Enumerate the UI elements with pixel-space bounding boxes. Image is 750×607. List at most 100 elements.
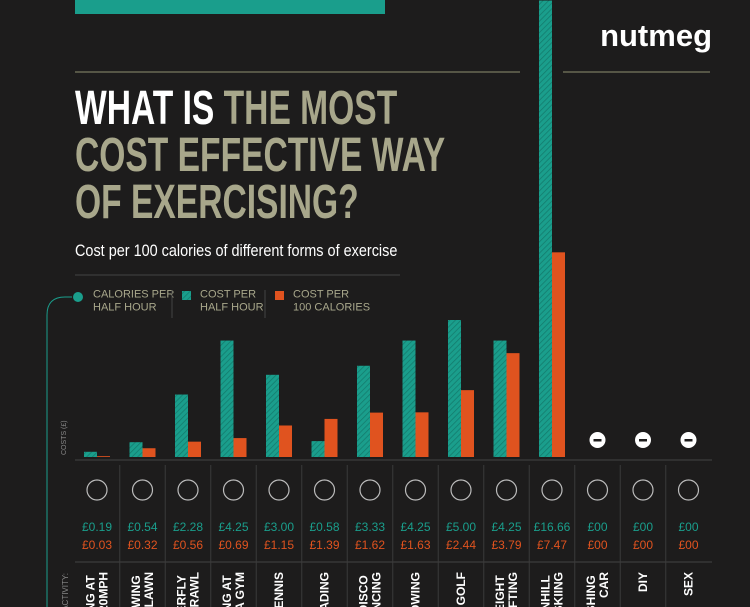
activity-icon <box>404 479 427 501</box>
category: ING AT 20MPH <box>84 572 111 607</box>
bar <box>142 448 156 457</box>
x-tick-label: SEX <box>682 572 696 596</box>
brand: nutmeg <box>600 18 712 53</box>
activity-icon <box>541 479 563 501</box>
activity-icon <box>677 479 700 501</box>
value-label: £0.58 <box>309 520 339 534</box>
x-tick-label: WNHILL SKIING <box>539 572 566 607</box>
category: WEIGHT IFTING <box>493 572 520 607</box>
activity-icon <box>268 479 290 501</box>
activity-icon <box>359 479 381 501</box>
title-line: COST EFFECTIVE WAY <box>75 127 445 181</box>
bar <box>357 365 370 457</box>
value-label: £4.25 <box>491 520 521 534</box>
value-label: £2.28 <box>173 520 203 534</box>
x-tick-label: ASHING CAR <box>584 572 611 607</box>
value-label: £0.56 <box>173 538 203 552</box>
bar <box>493 340 507 457</box>
category: OWING <box>409 572 423 607</box>
header-bar <box>75 0 385 14</box>
bar <box>233 438 247 457</box>
activity-icon <box>313 479 336 501</box>
value-label: £7.47 <box>537 538 567 552</box>
activity-icon <box>495 479 518 501</box>
value-label: £3.79 <box>491 538 521 552</box>
value-label: £4.25 <box>218 520 248 534</box>
y-axis-label: COSTS (£) <box>61 420 68 455</box>
x-tick-label: OWING <box>409 572 423 607</box>
subtitle: Cost per 100 calories of different forms… <box>75 242 398 260</box>
value-label: £0.32 <box>127 538 157 552</box>
bar <box>279 425 292 457</box>
value-label: £1.62 <box>355 538 385 552</box>
value-label: £00 <box>633 538 653 552</box>
bar <box>129 442 143 457</box>
category: ADING <box>318 572 332 607</box>
activity-icon <box>86 479 108 501</box>
category: TENNIS <box>272 572 286 607</box>
zero-icon-dash <box>593 439 602 442</box>
value-label: £00 <box>633 520 653 534</box>
bar <box>84 451 97 457</box>
bar <box>552 252 565 457</box>
value-label: £0.69 <box>218 538 248 552</box>
value-label: £5.00 <box>446 520 476 534</box>
value-label: £4.25 <box>400 520 430 534</box>
x-tick-label: TERFLY CRAWL <box>175 572 202 607</box>
title-part: OF EXERCISING? <box>75 174 359 228</box>
title-part: WHAT IS <box>75 80 214 134</box>
value-label: £1.63 <box>400 538 430 552</box>
bar <box>324 418 338 457</box>
category: DIY <box>636 572 650 592</box>
bar <box>402 340 416 457</box>
bar <box>461 390 474 457</box>
x-tick-label: TENNIS <box>272 572 286 607</box>
bar <box>370 412 383 457</box>
value-label: £0.54 <box>127 520 157 534</box>
category: ASHING CAR <box>584 572 611 607</box>
activity-icon <box>586 479 609 501</box>
title-part: COST EFFECTIVE WAY <box>75 127 445 181</box>
title-line: OF EXERCISING? <box>75 174 359 228</box>
zero-icon-dash <box>639 439 647 442</box>
category: ING AT A GYM <box>220 572 247 607</box>
value-label: £00 <box>678 538 698 552</box>
bar <box>175 394 188 457</box>
bar <box>448 320 461 457</box>
value-label: £00 <box>678 520 698 534</box>
legend-swatch <box>182 291 191 300</box>
x-tick-label: ADING <box>318 572 332 607</box>
bar <box>539 0 552 458</box>
value-label: £3.00 <box>264 520 294 534</box>
value-label: £0.19 <box>82 520 112 534</box>
legend-swatch <box>275 291 284 300</box>
activity-icon <box>450 479 472 501</box>
value-label: £2.44 <box>446 538 476 552</box>
title-part: THE MOST <box>214 80 397 134</box>
bar <box>415 412 429 457</box>
activity-icon <box>632 479 654 501</box>
x-tick-label: DISCO NCING <box>357 572 384 607</box>
legend-dot <box>73 292 83 302</box>
bar <box>311 441 325 457</box>
x-axis-label: ACTIVITY: <box>61 573 70 607</box>
zero-icon-dash <box>684 439 693 442</box>
bar <box>188 441 201 457</box>
x-tick-label: DIY <box>636 572 650 592</box>
category: DISCO NCING <box>357 572 384 607</box>
value-label: £16.66 <box>534 520 571 534</box>
legend-label: COST PER HALF HOUR <box>200 289 264 314</box>
value-label: £3.33 <box>355 520 385 534</box>
activity-icon <box>177 479 199 501</box>
bar <box>220 340 234 457</box>
bar <box>506 353 520 457</box>
legend-label: CALORIES PER HALF HOUR <box>93 289 177 314</box>
category: GOLF <box>454 572 468 605</box>
value-label: £1.39 <box>309 538 339 552</box>
activity-icon <box>131 479 154 501</box>
value-label: £00 <box>587 538 607 552</box>
category: TERFLY CRAWL <box>175 572 202 607</box>
connector <box>46 296 72 316</box>
